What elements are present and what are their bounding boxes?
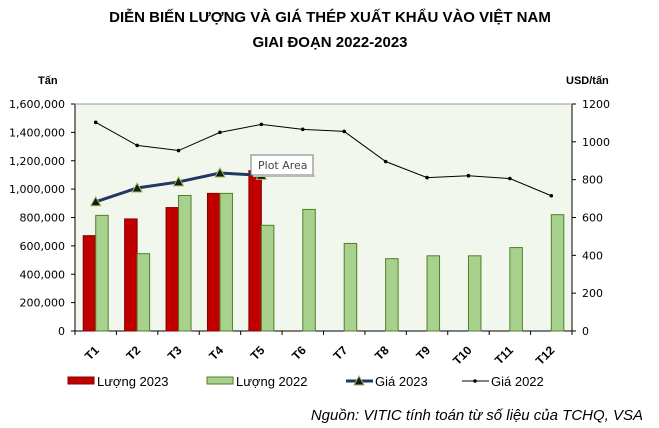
- point-gia-2022: [93, 120, 98, 125]
- point-gia-2022: [466, 173, 471, 178]
- x-tick-label: T12: [533, 343, 558, 368]
- chart-title-line-1: DIỄN BIẾN LƯỢNG VÀ GIÁ THÉP XUẤT KHẨU VÀ…: [109, 8, 551, 26]
- right-tick-label: 400: [582, 249, 603, 262]
- legend-swatch: [206, 376, 234, 385]
- x-tick-label: T7: [331, 343, 351, 363]
- legend-swatch: [67, 376, 95, 385]
- bar-lượng-2022: [467, 255, 482, 332]
- x-tick-label: T11: [492, 343, 516, 367]
- legend-label: Giá 2022: [491, 374, 544, 389]
- left-tick-label: 1,200,000: [9, 155, 65, 168]
- x-tick-label: T4: [206, 343, 226, 363]
- plot-area[interactable]: [75, 104, 572, 331]
- right-tick-label: 600: [582, 212, 603, 225]
- bar-lượng-2022: [302, 208, 316, 332]
- bar-lượng-2022: [95, 214, 109, 332]
- point-gia-2022: [218, 130, 222, 135]
- right-tick-label: 0: [582, 325, 589, 338]
- x-tick-label: T6: [289, 343, 309, 363]
- point-gia-2022: [342, 129, 347, 134]
- point-gia-2023: [131, 181, 143, 193]
- bar-lượng-2022: [136, 253, 151, 332]
- point-gia-2022: [300, 127, 305, 132]
- x-tick-label: T9: [413, 343, 433, 363]
- left-tick-label: 0: [58, 325, 65, 338]
- point-gia-2023: [89, 195, 102, 207]
- left-tick-label: 800,000: [20, 212, 66, 225]
- point-gia-2022: [549, 193, 554, 198]
- x-tick-label: T10: [450, 343, 475, 368]
- right-axis-unit: USD/tấn: [566, 75, 609, 87]
- left-tick-label: 600,000: [20, 240, 66, 253]
- source-note: Nguồn: VITIC tính toán từ số liệu của TC…: [311, 407, 643, 424]
- left-tick-label: 1,000,000: [9, 183, 65, 196]
- bar-lượng-2022: [550, 214, 565, 332]
- point-gia-2022: [176, 148, 181, 153]
- x-tick-label: T3: [165, 343, 185, 363]
- point-gia-2022: [259, 122, 264, 127]
- right-tick-label: 1000: [582, 136, 610, 149]
- plot-area-tooltip: Plot Area: [250, 154, 315, 177]
- left-tick-label: 1,400,000: [9, 126, 65, 139]
- bar-lượng-2023: [165, 207, 180, 332]
- tooltip-text: Plot Area: [258, 159, 308, 172]
- left-tick-label: 200,000: [20, 297, 66, 310]
- right-tick-label: 800: [582, 174, 603, 187]
- bar-lượng-2022: [178, 195, 192, 332]
- bar-lượng-2023: [124, 218, 138, 332]
- legend-marker: [473, 379, 477, 383]
- bar-lượng-2022: [343, 242, 358, 332]
- bar-lượng-2022: [260, 224, 275, 332]
- legend-label: Lượng 2023: [97, 374, 168, 389]
- legend-label: Lượng 2022: [236, 374, 307, 389]
- legend-marker: [353, 374, 365, 386]
- point-gia-2022: [425, 175, 429, 180]
- legend-label: Giá 2023: [375, 374, 428, 389]
- point-gia-2023: [172, 175, 185, 187]
- bar-lượng-2022: [385, 258, 399, 332]
- x-tick-label: T8: [372, 343, 392, 363]
- chart-title-line-2: GIAI ĐOẠN 2022-2023: [252, 34, 407, 51]
- x-tick-label: T2: [123, 343, 143, 363]
- point-gia-2022: [508, 176, 512, 181]
- left-tick-label: 400,000: [20, 268, 66, 281]
- bar-lượng-2022: [509, 247, 523, 332]
- point-gia-2023: [214, 167, 226, 178]
- bar-lượng-2022: [426, 255, 441, 332]
- bar-lượng-2023: [248, 170, 262, 332]
- left-tick-label: 1,600,000: [9, 98, 65, 111]
- point-gia-2022: [383, 159, 388, 164]
- bar-lượng-2022: [219, 192, 233, 332]
- x-tick-label: T1: [82, 343, 102, 363]
- point-gia-2022: [135, 143, 139, 148]
- bar-lượng-2023: [82, 235, 97, 332]
- bar-lượng-2023: [206, 192, 221, 332]
- right-tick-label: 1200: [582, 98, 610, 111]
- left-axis-unit: Tấn: [38, 75, 58, 87]
- line-giá-2022: [95, 121, 552, 197]
- x-tick-label: T5: [248, 343, 268, 363]
- right-tick-label: 200: [582, 287, 603, 300]
